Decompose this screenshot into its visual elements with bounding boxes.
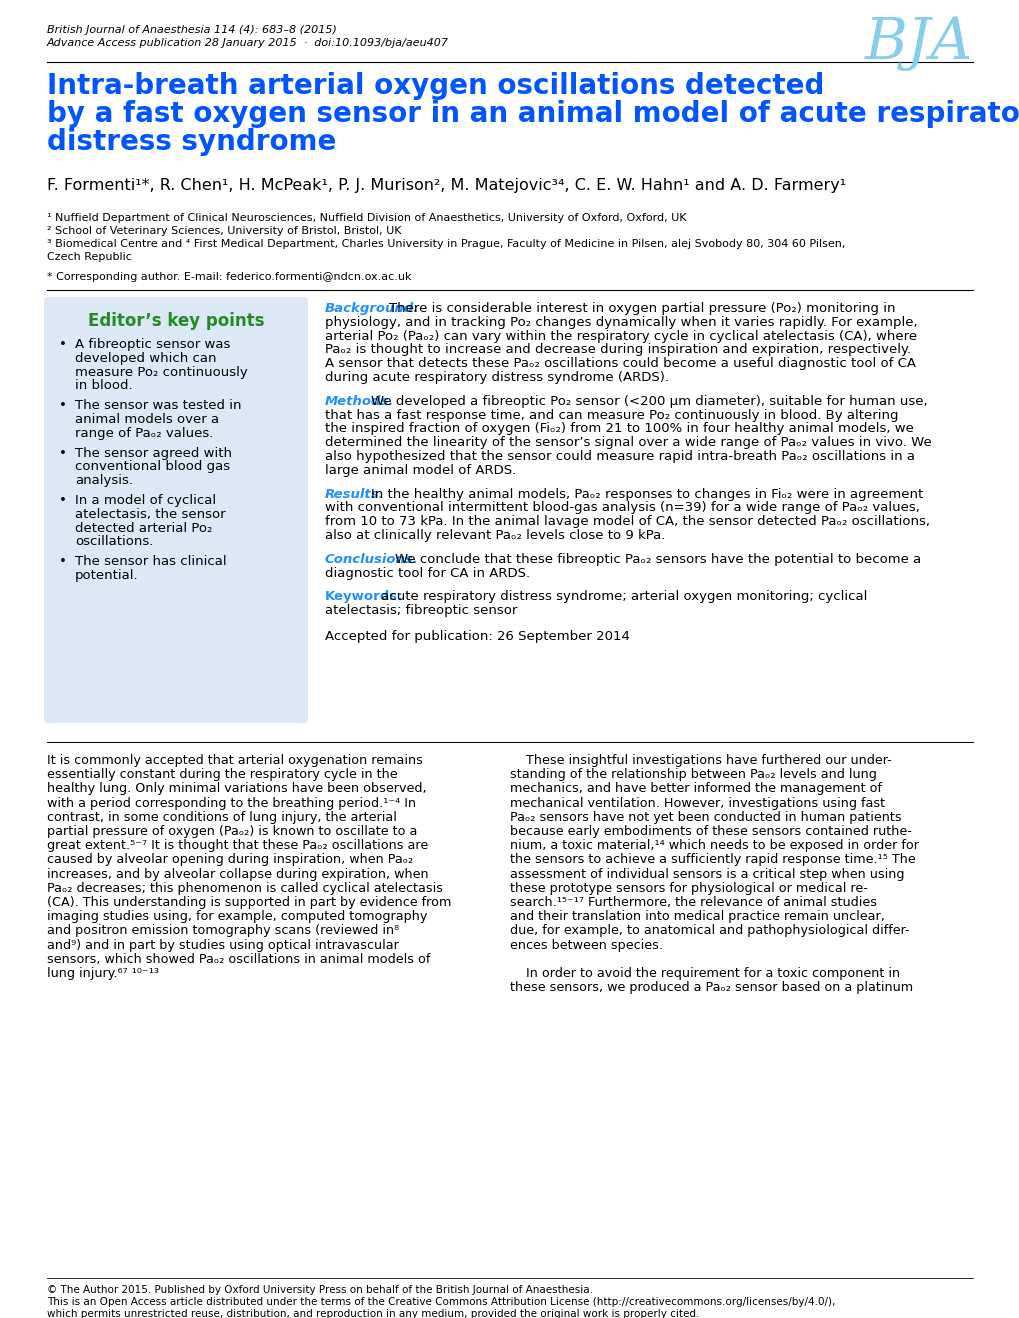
Text: conventional blood gas: conventional blood gas	[75, 460, 230, 473]
Text: Conclusions.: Conclusions.	[325, 552, 419, 565]
Text: also hypothesized that the sensor could measure rapid intra-breath Paₒ₂ oscillat: also hypothesized that the sensor could …	[325, 449, 914, 463]
Text: the sensors to achieve a sufficiently rapid response time.¹⁵ The: the sensors to achieve a sufficiently ra…	[510, 853, 915, 866]
Text: •: •	[59, 494, 67, 507]
Text: Background.: Background.	[325, 302, 419, 315]
Text: We developed a fibreoptic Po₂ sensor (<200 μm diameter), suitable for human use,: We developed a fibreoptic Po₂ sensor (<2…	[371, 395, 927, 407]
Text: We conclude that these fibreoptic Paₒ₂ sensors have the potential to become a: We conclude that these fibreoptic Paₒ₂ s…	[394, 552, 920, 565]
Text: due, for example, to anatomical and pathophysiological differ-: due, for example, to anatomical and path…	[510, 924, 909, 937]
Text: with a period corresponding to the breathing period.¹⁻⁴ In: with a period corresponding to the breat…	[47, 796, 416, 809]
Text: essentially constant during the respiratory cycle in the: essentially constant during the respirat…	[47, 768, 397, 782]
Text: •: •	[59, 337, 67, 351]
Text: potential.: potential.	[75, 569, 139, 583]
Text: It is commonly accepted that arterial oxygenation remains: It is commonly accepted that arterial ox…	[47, 754, 423, 767]
Text: caused by alveolar opening during inspiration, when Paₒ₂: caused by alveolar opening during inspir…	[47, 853, 413, 866]
Text: In the healthy animal models, Paₒ₂ responses to changes in Fiₒ₂ were in agreemen: In the healthy animal models, Paₒ₂ respo…	[371, 488, 923, 501]
Text: (CA). This understanding is supported in part by evidence from: (CA). This understanding is supported in…	[47, 896, 451, 909]
Text: animal models over a: animal models over a	[75, 413, 219, 426]
Text: mechanical ventilation. However, investigations using fast: mechanical ventilation. However, investi…	[510, 796, 884, 809]
Text: standing of the relationship between Paₒ₂ levels and lung: standing of the relationship between Paₒ…	[510, 768, 876, 782]
Text: •: •	[59, 555, 67, 568]
Text: ² School of Veterinary Sciences, University of Bristol, Bristol, UK: ² School of Veterinary Sciences, Univers…	[47, 225, 401, 236]
Text: diagnostic tool for CA in ARDS.: diagnostic tool for CA in ARDS.	[325, 567, 530, 580]
Text: mechanics, and have better informed the management of: mechanics, and have better informed the …	[510, 783, 881, 795]
Text: Editor’s key points: Editor’s key points	[88, 312, 264, 330]
Text: by a fast oxygen sensor in an animal model of acute respiratory: by a fast oxygen sensor in an animal mod…	[47, 100, 1019, 128]
Text: large animal model of ARDS.: large animal model of ARDS.	[325, 464, 516, 477]
Text: search.¹⁵⁻¹⁷ Furthermore, the relevance of animal studies: search.¹⁵⁻¹⁷ Furthermore, the relevance …	[510, 896, 876, 909]
Text: In order to avoid the requirement for a toxic component in: In order to avoid the requirement for a …	[510, 967, 899, 981]
Text: measure Po₂ continuously: measure Po₂ continuously	[75, 365, 248, 378]
Text: arterial Po₂ (Paₒ₂) can vary within the respiratory cycle in cyclical atelectasi: arterial Po₂ (Paₒ₂) can vary within the …	[325, 330, 916, 343]
Text: that has a fast response time, and can measure Po₂ continuously in blood. By alt: that has a fast response time, and can m…	[325, 409, 898, 422]
Text: •: •	[59, 399, 67, 413]
Text: oscillations.: oscillations.	[75, 535, 153, 548]
Text: these prototype sensors for physiological or medical re-: these prototype sensors for physiologica…	[510, 882, 867, 895]
Text: contrast, in some conditions of lung injury, the arterial: contrast, in some conditions of lung inj…	[47, 811, 396, 824]
Text: and their translation into medical practice remain unclear,: and their translation into medical pract…	[510, 911, 884, 923]
Text: BJA: BJA	[864, 14, 972, 71]
Text: Paₒ₂ is thought to increase and decrease during inspiration and expiration, resp: Paₒ₂ is thought to increase and decrease…	[325, 344, 910, 356]
Text: ences between species.: ences between species.	[510, 938, 662, 952]
Text: A sensor that detects these Paₒ₂ oscillations could become a useful diagnostic t: A sensor that detects these Paₒ₂ oscilla…	[325, 357, 915, 370]
Text: and positron emission tomography scans (reviewed in⁸: and positron emission tomography scans (…	[47, 924, 398, 937]
Text: There is considerable interest in oxygen partial pressure (Po₂) monitoring in: There is considerable interest in oxygen…	[388, 302, 895, 315]
Text: British Journal of Anaesthesia 114 (4): 683–8 (2015): British Journal of Anaesthesia 114 (4): …	[47, 25, 336, 36]
Text: © The Author 2015. Published by Oxford University Press on behalf of the British: © The Author 2015. Published by Oxford U…	[47, 1285, 592, 1296]
Text: also at clinically relevant Paₒ₂ levels close to 9 kPa.: also at clinically relevant Paₒ₂ levels …	[325, 529, 664, 542]
Text: F. Formenti¹*, R. Chen¹, H. McPeak¹, P. J. Murison², M. Matejovic³⁴, C. E. W. Ha: F. Formenti¹*, R. Chen¹, H. McPeak¹, P. …	[47, 178, 846, 192]
Text: The sensor agreed with: The sensor agreed with	[75, 447, 231, 460]
Text: with conventional intermittent blood-gas analysis (n=39) for a wide range of Paₒ: with conventional intermittent blood-gas…	[325, 501, 919, 514]
Text: Accepted for publication: 26 September 2014: Accepted for publication: 26 September 2…	[325, 630, 630, 643]
Text: Results.: Results.	[325, 488, 384, 501]
Text: atelectasis; fibreoptic sensor: atelectasis; fibreoptic sensor	[325, 604, 517, 617]
Text: healthy lung. Only minimal variations have been observed,: healthy lung. Only minimal variations ha…	[47, 783, 426, 795]
Text: The sensor was tested in: The sensor was tested in	[75, 399, 242, 413]
Text: Advance Access publication 28 January 2015  ·  doi:10.1093/bja/aeu407: Advance Access publication 28 January 20…	[47, 38, 448, 47]
Text: ³ Biomedical Centre and ⁴ First Medical Department, Charles University in Prague: ³ Biomedical Centre and ⁴ First Medical …	[47, 239, 845, 249]
Text: atelectasis, the sensor: atelectasis, the sensor	[75, 507, 225, 521]
Text: range of Paₒ₂ values.: range of Paₒ₂ values.	[75, 427, 213, 440]
Text: ¹ Nuffield Department of Clinical Neurosciences, Nuffield Division of Anaestheti: ¹ Nuffield Department of Clinical Neuros…	[47, 214, 686, 223]
Text: nium, a toxic material,¹⁴ which needs to be exposed in order for: nium, a toxic material,¹⁴ which needs to…	[510, 840, 918, 853]
Text: distress syndrome: distress syndrome	[47, 128, 336, 156]
Text: •: •	[59, 447, 67, 460]
Text: and⁹) and in part by studies using optical intravascular: and⁹) and in part by studies using optic…	[47, 938, 398, 952]
Text: developed which can: developed which can	[75, 352, 216, 365]
Text: during acute respiratory distress syndrome (ARDS).: during acute respiratory distress syndro…	[325, 370, 668, 384]
Text: which permits unrestricted reuse, distribution, and reproduction in any medium, : which permits unrestricted reuse, distri…	[47, 1309, 699, 1318]
Text: in blood.: in blood.	[75, 380, 132, 393]
Text: from 10 to 73 kPa. In the animal lavage model of CA, the sensor detected Paₒ₂ os: from 10 to 73 kPa. In the animal lavage …	[325, 515, 929, 529]
Text: these sensors, we produced a Paₒ₂ sensor based on a platinum: these sensors, we produced a Paₒ₂ sensor…	[510, 981, 912, 994]
Text: The sensor has clinical: The sensor has clinical	[75, 555, 226, 568]
Text: lung injury.⁶⁷ ¹⁰⁻¹³: lung injury.⁶⁷ ¹⁰⁻¹³	[47, 967, 159, 981]
Text: Paₒ₂ sensors have not yet been conducted in human patients: Paₒ₂ sensors have not yet been conducted…	[510, 811, 901, 824]
Text: Intra-breath arterial oxygen oscillations detected: Intra-breath arterial oxygen oscillation…	[47, 72, 823, 100]
Text: Czech Republic: Czech Republic	[47, 252, 131, 262]
Text: partial pressure of oxygen (Paₒ₂) is known to oscillate to a: partial pressure of oxygen (Paₒ₂) is kno…	[47, 825, 417, 838]
Text: These insightful investigations have furthered our under-: These insightful investigations have fur…	[510, 754, 891, 767]
Text: Methods.: Methods.	[325, 395, 394, 407]
Text: because early embodiments of these sensors contained ruthe-: because early embodiments of these senso…	[510, 825, 911, 838]
Text: great extent.⁵⁻⁷ It is thought that these Paₒ₂ oscillations are: great extent.⁵⁻⁷ It is thought that thes…	[47, 840, 428, 853]
Text: This is an Open Access article distributed under the terms of the Creative Commo: This is an Open Access article distribut…	[47, 1297, 835, 1307]
Text: physiology, and in tracking Po₂ changes dynamically when it varies rapidly. For : physiology, and in tracking Po₂ changes …	[325, 316, 917, 328]
Text: increases, and by alveolar collapse during expiration, when: increases, and by alveolar collapse duri…	[47, 867, 428, 880]
Text: analysis.: analysis.	[75, 474, 132, 488]
Text: sensors, which showed Paₒ₂ oscillations in animal models of: sensors, which showed Paₒ₂ oscillations …	[47, 953, 430, 966]
Text: Keywords:: Keywords:	[325, 590, 404, 604]
Text: * Corresponding author. E-mail: federico.formenti@ndcn.ox.ac.uk: * Corresponding author. E-mail: federico…	[47, 272, 411, 282]
Text: detected arterial Po₂: detected arterial Po₂	[75, 522, 212, 535]
Text: the inspired fraction of oxygen (Fiₒ₂) from 21 to 100% in four healthy animal mo: the inspired fraction of oxygen (Fiₒ₂) f…	[325, 422, 913, 435]
Text: acute respiratory distress syndrome; arterial oxygen monitoring; cyclical: acute respiratory distress syndrome; art…	[377, 590, 867, 604]
Text: Paₒ₂ decreases; this phenomenon is called cyclical atelectasis: Paₒ₂ decreases; this phenomenon is calle…	[47, 882, 442, 895]
Text: assessment of individual sensors is a critical step when using: assessment of individual sensors is a cr…	[510, 867, 904, 880]
Text: imaging studies using, for example, computed tomography: imaging studies using, for example, comp…	[47, 911, 427, 923]
Text: A fibreoptic sensor was: A fibreoptic sensor was	[75, 337, 230, 351]
Text: determined the linearity of the sensor’s signal over a wide range of Paₒ₂ values: determined the linearity of the sensor’s…	[325, 436, 930, 449]
FancyBboxPatch shape	[44, 297, 308, 724]
Text: In a model of cyclical: In a model of cyclical	[75, 494, 216, 507]
